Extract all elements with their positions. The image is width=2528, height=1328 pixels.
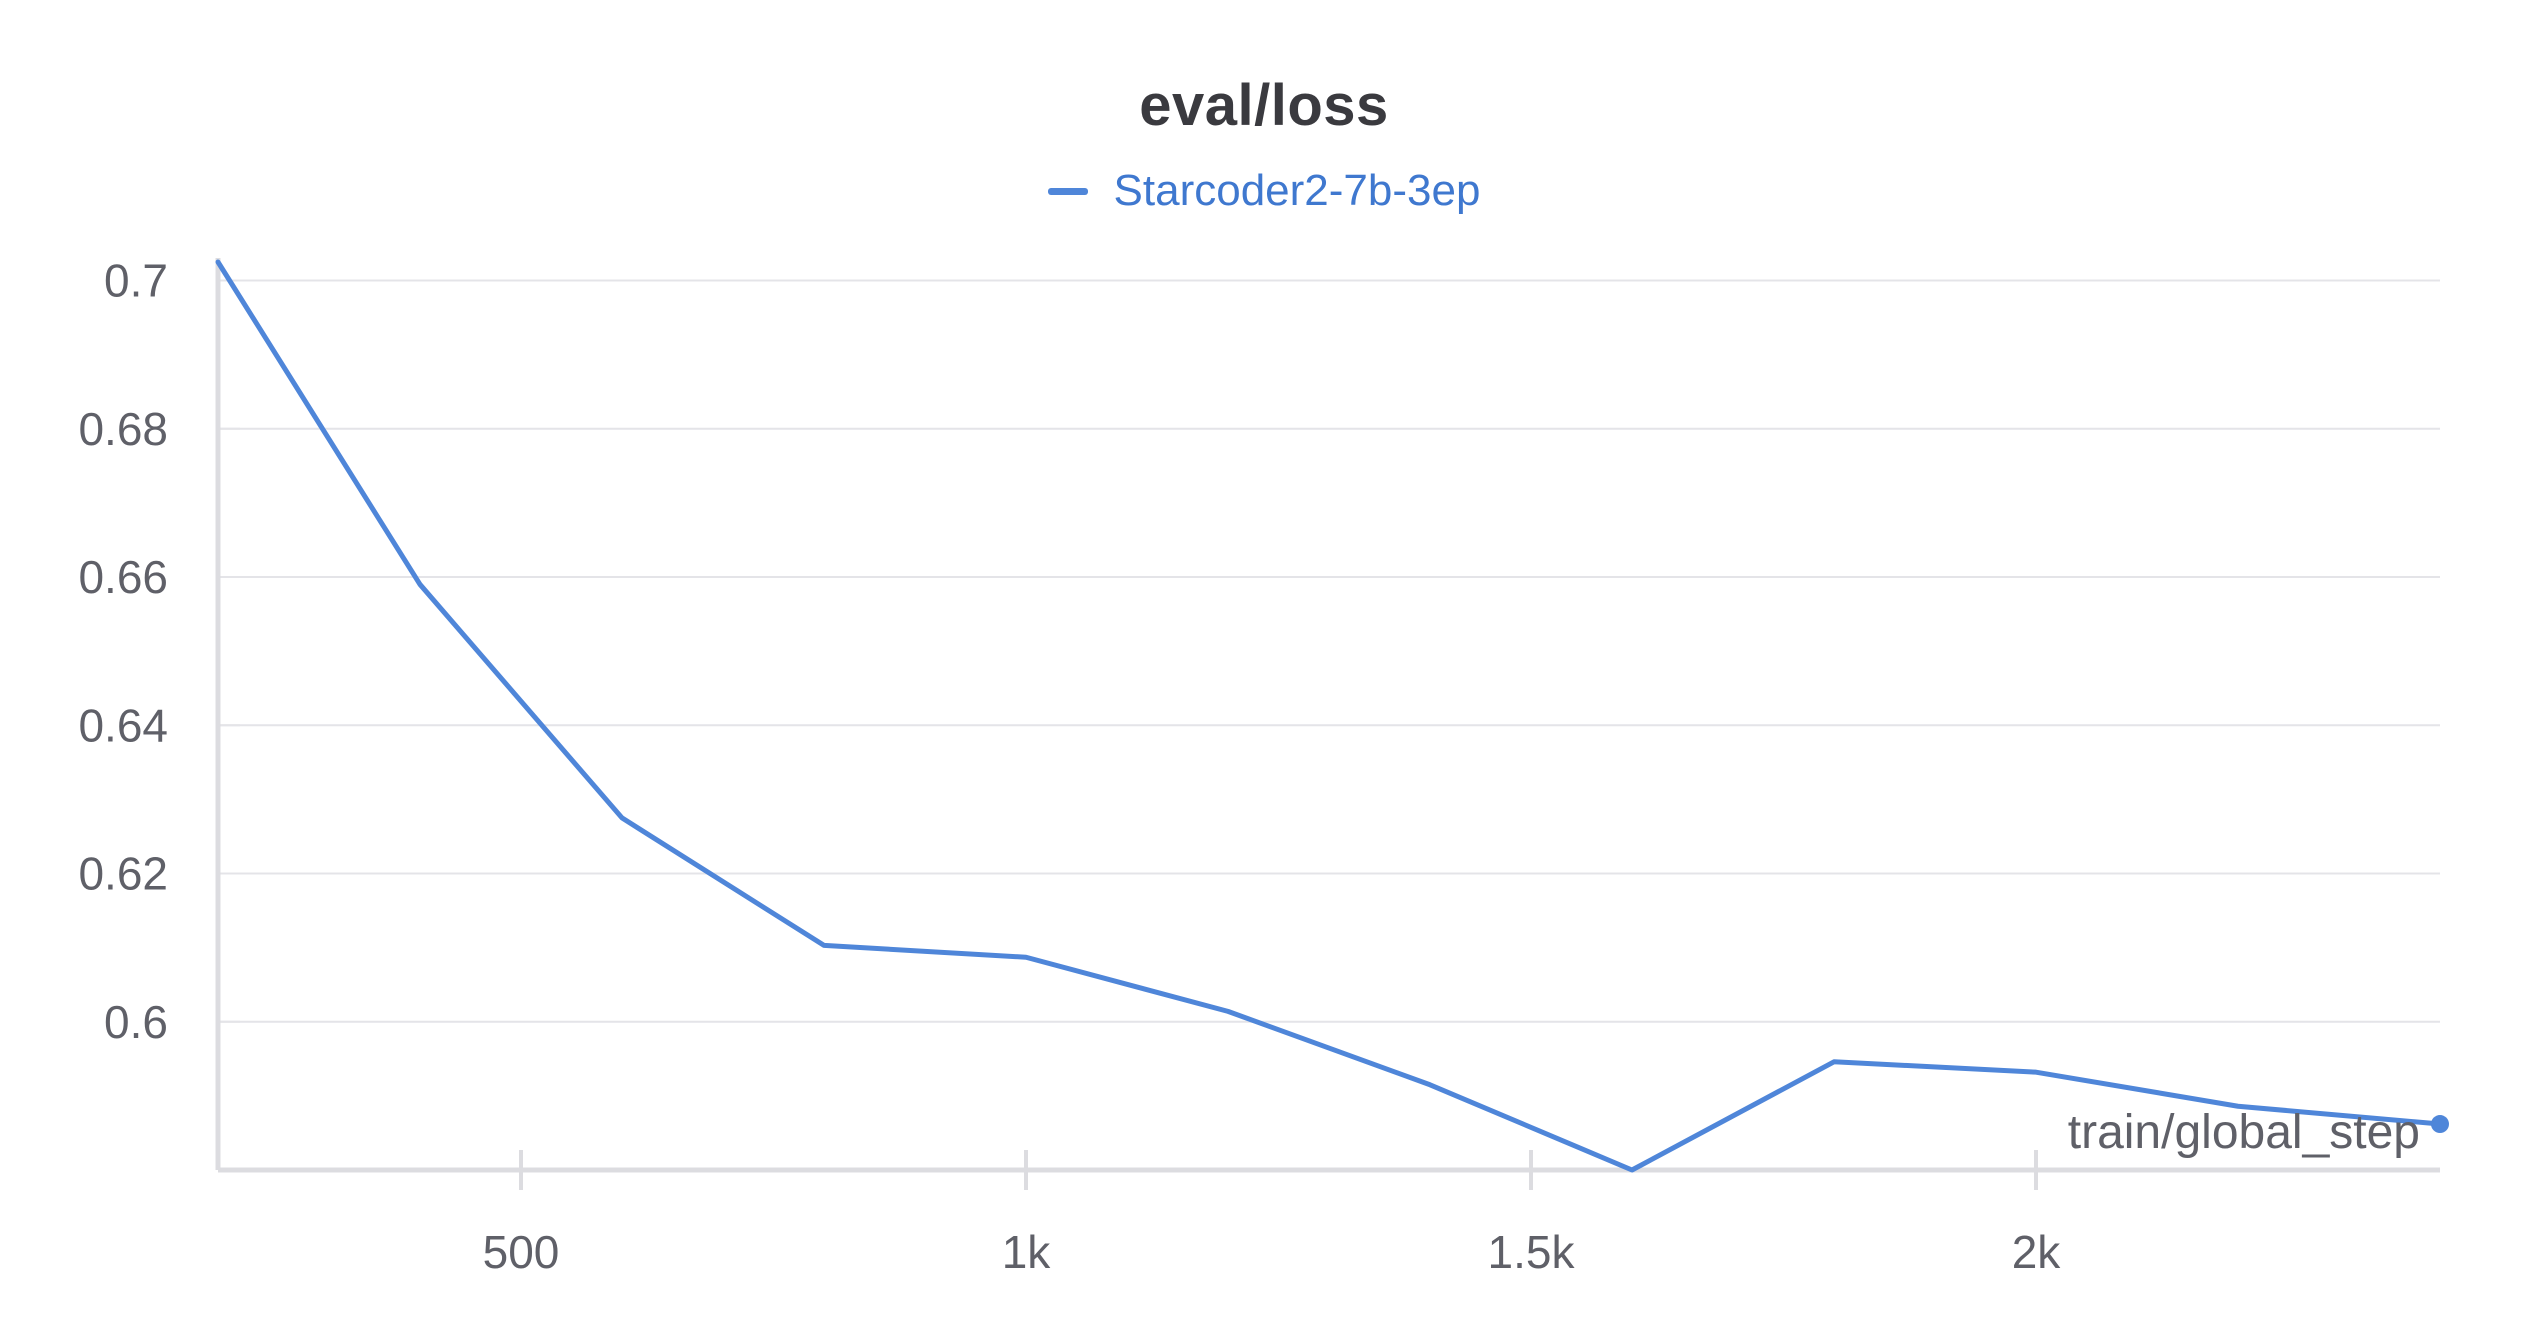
gridlines (218, 279, 2440, 1023)
chart-title: eval/loss (1139, 73, 1389, 138)
y-tick-label: 0.62 (78, 848, 168, 900)
x-tick-label: 500 (483, 1226, 560, 1278)
legend-swatch (1047, 187, 1088, 195)
y-tick-label: 0.6 (104, 996, 168, 1048)
legend[interactable]: Starcoder2-7b-3ep (0, 166, 2528, 216)
legend-label[interactable]: Starcoder2-7b-3ep (1113, 166, 1481, 215)
y-tick-label: 0.7 (104, 255, 168, 307)
y-tick-label: 0.66 (78, 551, 168, 603)
series-layer (215, 259, 2449, 1173)
x-tick-label: 1k (1002, 1226, 1052, 1278)
labels: 0.6 0.62 0.64 0.66 0.68 0.7 500 1k 1.5k 2k train/g… (78, 255, 2420, 1278)
x-tick-label: 1.5k (1488, 1226, 1576, 1278)
series-line[interactable] (215, 259, 2443, 1173)
series-end-point[interactable] (2431, 1115, 2449, 1134)
y-tick-label: 0.64 (78, 699, 168, 751)
axes (215, 258, 2440, 1190)
x-tick-label: 2k (2012, 1226, 2062, 1278)
y-tick-label: 0.68 (78, 403, 168, 455)
x-axis-label: train/global_step (2068, 1106, 2420, 1159)
